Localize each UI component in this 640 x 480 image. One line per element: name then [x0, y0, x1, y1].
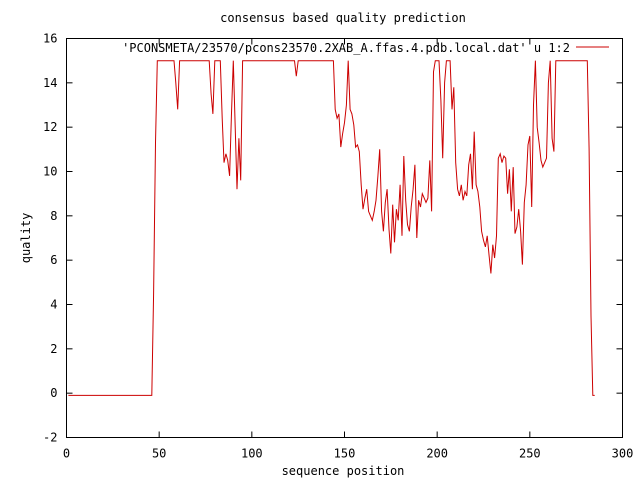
y-axis: -2 0 2 4 6 8 10 12 14 16 — [43, 32, 623, 445]
legend-entry-label: 'PCONSMETA/23570/pcons23570.2XAB_A.ffas.… — [122, 41, 570, 55]
y-tick-label: 4 — [50, 298, 57, 312]
plot-frame — [66, 38, 623, 438]
x-axis: 0 50 100 150 200 250 300 — [63, 38, 634, 461]
y-tick-label: -2 — [43, 431, 57, 445]
y-tick-label: 8 — [50, 209, 57, 223]
x-axis-label: sequence position — [282, 464, 405, 478]
y-tick-label: 16 — [43, 32, 57, 46]
x-tick-label: 200 — [426, 447, 448, 461]
x-tick-label: 0 — [63, 447, 70, 461]
y-tick-label: 12 — [43, 120, 57, 134]
y-axis-label: quality — [19, 213, 33, 264]
y-tick-label: 10 — [43, 165, 57, 179]
y-tick-label: 0 — [50, 386, 57, 400]
chart-title: consensus based quality prediction — [220, 11, 466, 25]
x-tick-label: 100 — [241, 447, 263, 461]
x-tick-label: 250 — [519, 447, 541, 461]
x-tick-label: 150 — [334, 447, 356, 461]
y-tick-label: 14 — [43, 76, 57, 90]
series-line-quality — [68, 60, 595, 396]
legend: 'PCONSMETA/23570/pcons23570.2XAB_A.ffas.… — [122, 41, 609, 55]
y-tick-label: 6 — [50, 253, 57, 267]
y-tick-label: 2 — [50, 342, 57, 356]
x-tick-label: 300 — [612, 447, 634, 461]
x-tick-label: 50 — [152, 447, 166, 461]
